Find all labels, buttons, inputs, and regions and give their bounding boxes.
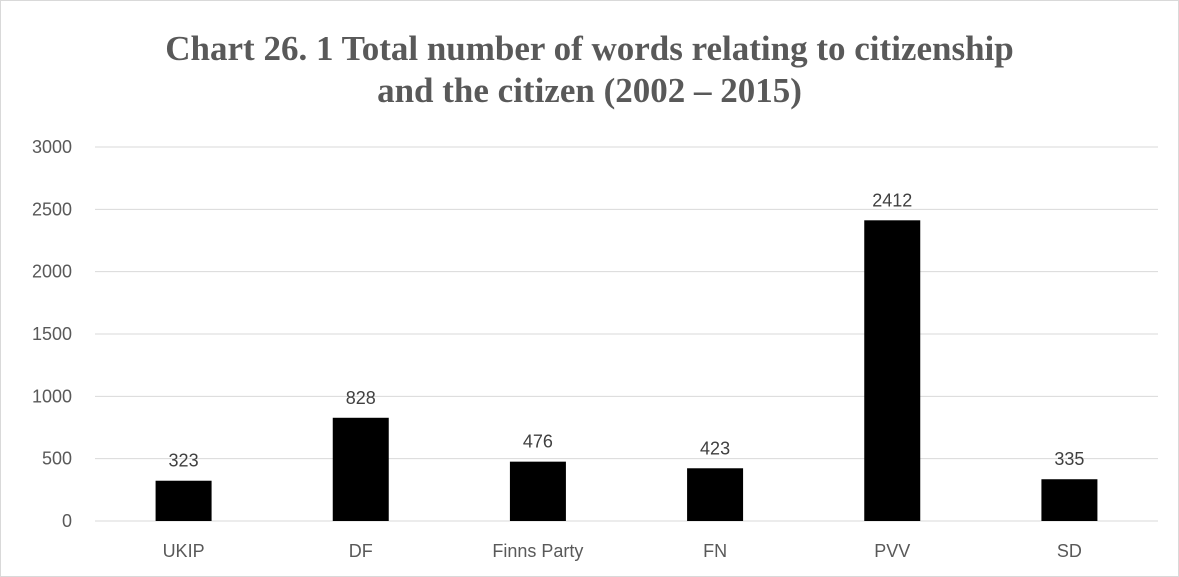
bar: [1041, 479, 1098, 521]
y-tick-label: 1000: [32, 386, 72, 406]
data-label: 335: [1054, 449, 1084, 469]
x-tick-label: PVV: [874, 541, 910, 561]
x-tick-label: DF: [349, 541, 373, 561]
chart-title-line-2: and the citizen (2002 – 2015): [377, 71, 802, 110]
x-tick-label: SD: [1057, 541, 1082, 561]
data-label: 423: [700, 438, 730, 458]
y-tick-label: 3000: [32, 137, 72, 157]
bar: [864, 220, 921, 521]
y-tick-label: 1500: [32, 324, 72, 344]
data-label: 828: [346, 388, 376, 408]
x-tick-label: FN: [703, 541, 727, 561]
y-tick-label: 0: [62, 511, 72, 531]
y-tick-label: 2000: [32, 262, 72, 282]
data-label: 2412: [872, 190, 912, 210]
bar: [687, 468, 744, 521]
data-label: 476: [523, 432, 553, 452]
data-label: 323: [169, 451, 199, 471]
chart-title: Chart 26. 1 Total number of words relati…: [0, 28, 1179, 112]
bar: [509, 461, 566, 521]
chart-title-line-1: Chart 26. 1 Total number of words relati…: [165, 29, 1014, 68]
bar: [332, 417, 389, 521]
x-tick-label: UKIP: [163, 541, 205, 561]
y-tick-label: 500: [42, 449, 72, 469]
bar: [155, 480, 212, 521]
y-tick-label: 2500: [32, 199, 72, 219]
x-tick-label: Finns Party: [492, 541, 583, 561]
